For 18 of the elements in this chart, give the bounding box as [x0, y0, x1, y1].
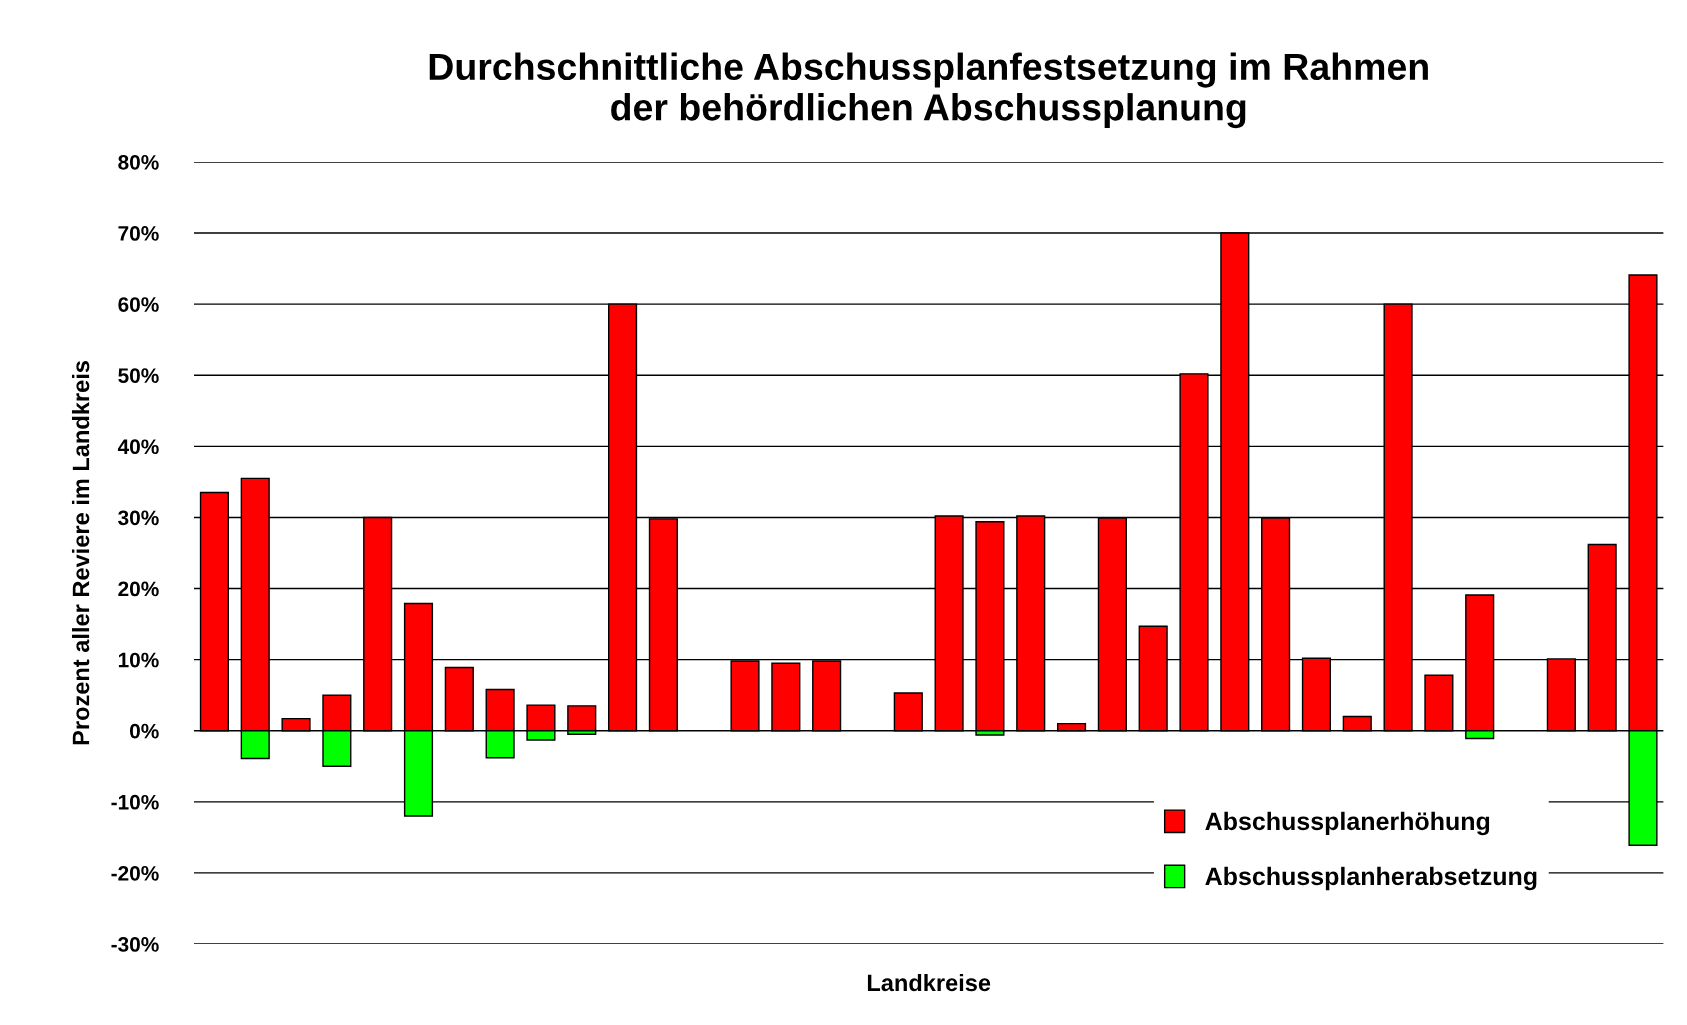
chart-title: Durchschnittliche Abschussplanfestsetzung im Rahmen der behördlichen Abschussplanung — [429, 52, 1428, 129]
y-tick-label: 0% — [130, 723, 159, 739]
y-tick-label: 10% — [118, 652, 159, 668]
y-tick-label: 70% — [118, 226, 159, 241]
y-tick-label: -30% — [111, 937, 159, 952]
y-tick-label: 40% — [117, 439, 159, 455]
y-tick-label: 20% — [118, 581, 159, 597]
y-tick-label: 50% — [118, 368, 159, 383]
y-tick-label: -10% — [111, 794, 159, 810]
y-tick-label: 80% — [118, 154, 159, 170]
x-axis-title: Landkreise — [867, 973, 991, 992]
y-tick-label: 30% — [118, 510, 159, 526]
legend-label: Abschussplanerhöhung — [1205, 811, 1490, 836]
legend-label: Abschussplanherabsetzung — [1205, 866, 1537, 891]
y-tick-label: -20% — [111, 865, 159, 881]
y-axis-title: Prozent aller Reviere im Landkreis — [71, 361, 90, 745]
bar — [567, 705, 597, 732]
y-tick-label: 60% — [118, 297, 159, 312]
